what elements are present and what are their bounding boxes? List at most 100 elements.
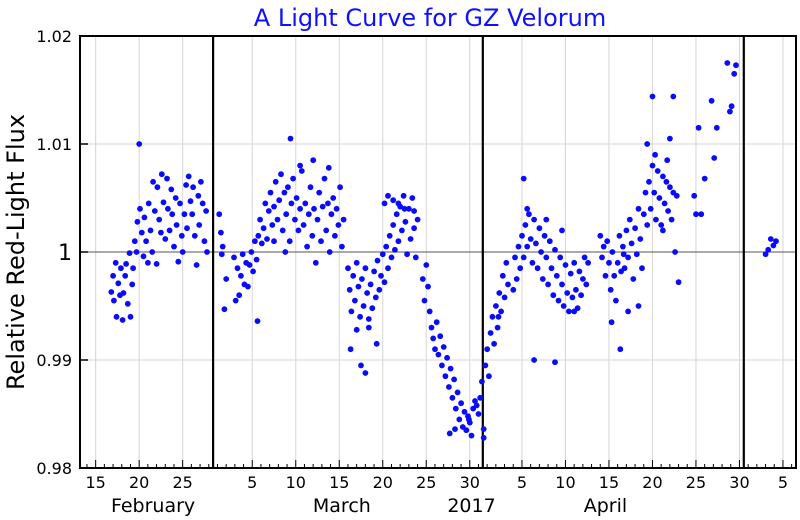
data-point <box>663 178 670 185</box>
x-tick-label: 30 <box>460 473 480 492</box>
data-point <box>620 251 627 258</box>
data-point <box>767 236 774 242</box>
data-point <box>353 259 360 266</box>
data-point <box>348 308 355 315</box>
data-point <box>494 324 501 331</box>
data-point <box>158 171 165 178</box>
data-point <box>323 227 330 234</box>
data-point <box>447 365 454 372</box>
data-point <box>390 222 397 228</box>
data-point <box>234 265 241 272</box>
data-point <box>272 178 279 185</box>
data-point <box>580 276 586 282</box>
data-point <box>524 243 531 250</box>
data-point <box>145 200 152 207</box>
data-point <box>219 243 226 250</box>
data-point <box>495 313 502 320</box>
data-point <box>385 192 391 199</box>
data-point <box>271 203 277 210</box>
data-point <box>357 313 363 320</box>
data-point <box>411 208 417 214</box>
data-point <box>604 238 611 245</box>
data-point <box>297 205 303 212</box>
data-point <box>639 265 645 272</box>
data-point <box>365 316 372 322</box>
data-point <box>651 189 658 196</box>
data-point <box>630 276 637 282</box>
data-point <box>353 326 360 333</box>
data-point <box>548 265 555 272</box>
data-point <box>557 254 564 261</box>
data-point <box>376 286 383 293</box>
data-point <box>484 346 491 353</box>
data-point <box>388 254 395 261</box>
data-point <box>573 286 579 293</box>
data-point <box>355 283 362 290</box>
month-label: February <box>111 495 195 517</box>
data-point <box>724 60 731 66</box>
data-point <box>162 236 169 242</box>
data-point <box>562 262 569 268</box>
data-point <box>134 218 141 225</box>
data-point <box>701 175 708 182</box>
data-point <box>404 251 410 258</box>
data-point <box>339 243 345 250</box>
data-point <box>614 259 621 266</box>
data-point <box>512 254 518 261</box>
data-point <box>664 157 671 164</box>
data-point <box>437 333 444 340</box>
data-point <box>330 195 337 201</box>
data-point <box>262 200 269 207</box>
data-point <box>352 297 358 304</box>
data-point <box>646 178 652 185</box>
y-tick-label: 0.99 <box>36 351 72 370</box>
data-point <box>446 430 453 437</box>
data-point <box>559 227 565 234</box>
data-point <box>402 218 409 225</box>
data-point <box>711 155 718 161</box>
data-point <box>287 135 294 142</box>
data-point <box>160 199 167 206</box>
data-point <box>250 268 256 275</box>
data-point <box>115 280 122 287</box>
month-label: 2017 <box>447 495 495 517</box>
data-point <box>149 249 156 255</box>
data-point <box>522 222 529 228</box>
data-point <box>498 308 504 315</box>
data-point <box>290 175 296 182</box>
data-point <box>652 151 658 158</box>
data-point <box>708 97 715 104</box>
y-axis-label: Relative Red-Light Flux <box>2 114 30 390</box>
data-point <box>773 238 779 245</box>
data-point <box>360 303 367 309</box>
data-point <box>295 227 302 234</box>
data-point <box>255 232 262 239</box>
data-point <box>335 222 342 228</box>
data-point <box>713 124 720 131</box>
data-point <box>166 227 173 234</box>
data-point <box>412 254 419 261</box>
data-point <box>632 225 638 232</box>
data-point <box>472 398 478 404</box>
data-point <box>691 192 698 199</box>
data-point <box>281 189 288 196</box>
data-point <box>164 175 170 182</box>
data-point <box>113 313 120 320</box>
data-point <box>145 259 151 266</box>
data-point <box>254 318 261 324</box>
data-point <box>440 344 447 350</box>
data-point <box>150 178 157 185</box>
data-point <box>640 211 647 218</box>
data-point <box>141 214 148 221</box>
data-point <box>693 211 699 218</box>
data-point <box>560 303 567 309</box>
data-point <box>401 205 408 212</box>
data-point <box>466 416 472 423</box>
data-point <box>271 238 277 245</box>
data-point <box>326 249 333 255</box>
data-point <box>581 254 588 261</box>
data-point <box>199 200 206 207</box>
data-point <box>395 200 402 207</box>
data-point <box>451 376 457 383</box>
